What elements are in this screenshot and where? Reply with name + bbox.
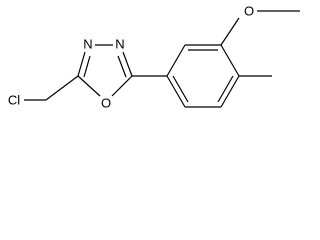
- bond: [117, 55, 127, 78]
- atom-label: N: [115, 37, 124, 52]
- atom-label: O: [101, 96, 111, 111]
- bond: [220, 75, 240, 108]
- bond: [166, 75, 186, 108]
- bond: [220, 44, 240, 77]
- bond: [220, 17, 240, 46]
- bond: [77, 75, 101, 97]
- atom-label: N: [83, 37, 92, 52]
- bond: [172, 75, 189, 103]
- bond: [166, 44, 186, 77]
- bonds: [24, 10, 300, 108]
- bond: [111, 75, 133, 97]
- bond: [45, 75, 79, 101]
- structure-diagram: Cl N N O O: [8, 4, 300, 111]
- atom-label: O: [244, 4, 254, 19]
- bond: [83, 55, 91, 78]
- bond: [122, 51, 133, 77]
- bond: [217, 75, 234, 103]
- atom-label: Cl: [8, 93, 20, 108]
- bond: [77, 51, 86, 77]
